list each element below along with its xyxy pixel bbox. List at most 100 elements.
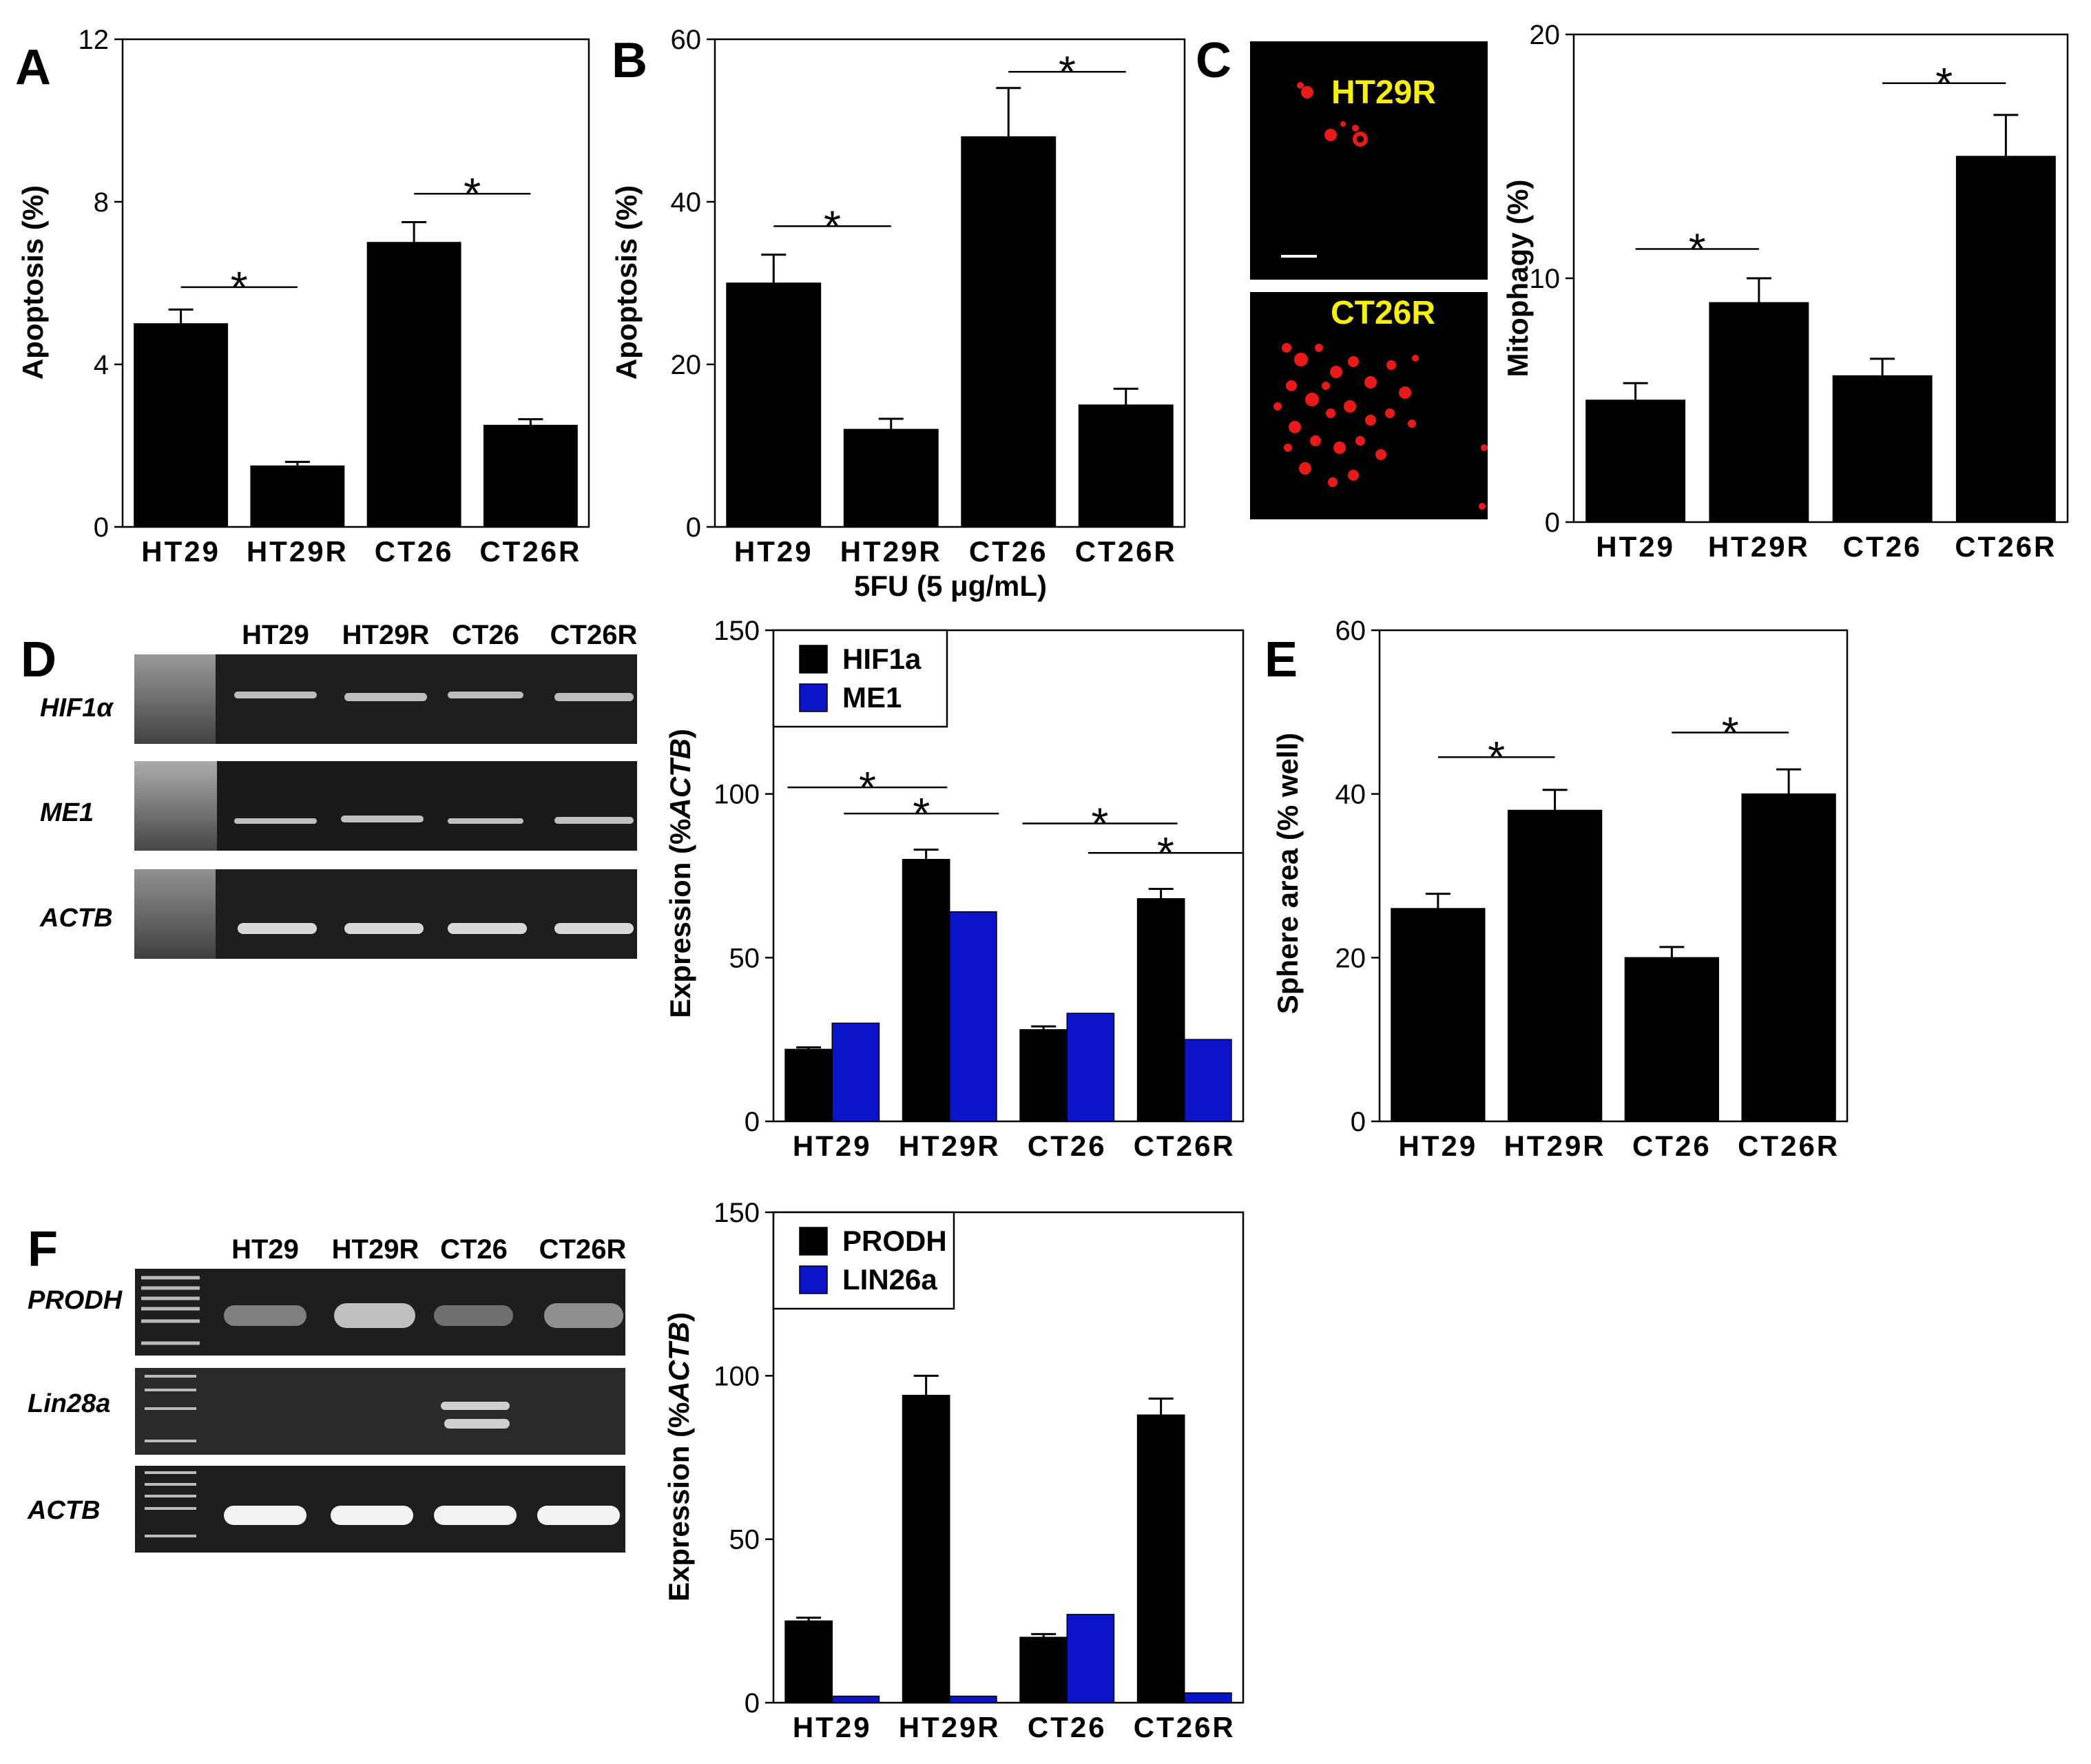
plot-frame xyxy=(121,38,590,528)
x-tick-label: CT26R xyxy=(1738,1130,1840,1162)
y-axis-label: Expression (%ACTB) xyxy=(663,1312,695,1601)
y-tick-label: 0 xyxy=(686,512,701,543)
significance-star: * xyxy=(1059,47,1076,96)
gel-f-lane-label: HT29R xyxy=(332,1234,419,1265)
legend-label: HIF1a xyxy=(842,643,922,675)
panel-letter-d: D xyxy=(21,632,56,687)
legend-swatch xyxy=(799,1265,828,1294)
gel-f-lane-labels: HT29 HT29R CT26 CT26R xyxy=(231,1234,626,1265)
bar xyxy=(843,428,939,528)
bar xyxy=(1019,1637,1068,1703)
panel-letter-e: E xyxy=(1265,632,1298,687)
y-tick-label: 12 xyxy=(79,25,110,55)
gel-d-strip-actb: ACTB xyxy=(39,869,637,959)
significance-star: * xyxy=(231,262,248,312)
gel-f-strip-actb: ACTB xyxy=(27,1466,625,1553)
y-tick-label: 20 xyxy=(671,350,702,380)
bar xyxy=(366,242,461,528)
plot-frame xyxy=(714,38,1186,528)
gel-f-strip-prodh: PRODH xyxy=(28,1269,625,1356)
bar xyxy=(1507,809,1603,1122)
plot-frame xyxy=(772,629,1245,1123)
plot-frame xyxy=(1378,629,1849,1123)
y-tick-label: 40 xyxy=(671,187,702,218)
bar xyxy=(483,424,578,528)
chart-b: 0 20 40 60 Apoptosis (%) HT29 HT29R CT26 CT26R 5F… xyxy=(610,25,1186,602)
significance-star: * xyxy=(464,169,481,218)
y-tick-label: 150 xyxy=(714,616,760,646)
significance-star: * xyxy=(913,789,930,838)
y-tick-label: 10 xyxy=(1530,264,1561,294)
bar xyxy=(1585,400,1686,523)
bar xyxy=(961,136,1057,528)
legend-swatch xyxy=(799,1227,828,1256)
x-tick-label: HT29 xyxy=(141,535,220,568)
gel-d: HT29 HT29R CT26 CT26R HIF1α ME1 ACTB xyxy=(39,620,637,959)
x-tick-label: CT26 xyxy=(1028,1711,1107,1743)
x-tick-label: HT29R xyxy=(899,1130,1001,1162)
x-tick-label: HT29 xyxy=(734,535,813,568)
y-axis-label-part: Expression (% xyxy=(663,1402,695,1601)
gel-d-row-label: HIF1α xyxy=(40,694,114,723)
gel-f-row-label: PRODH xyxy=(28,1286,123,1315)
y-tick-label: 50 xyxy=(729,1525,760,1555)
y-axis-label-part: ) xyxy=(663,1312,695,1322)
y-tick-label: 40 xyxy=(1335,780,1366,810)
gel-d-lane-labels: HT29 HT29R CT26 CT26R xyxy=(242,620,637,650)
significance-star: * xyxy=(1488,732,1505,782)
y-tick-label: 100 xyxy=(714,1361,760,1391)
bar xyxy=(1019,1029,1068,1122)
gel-d-lane-label: HT29R xyxy=(342,620,430,650)
bar xyxy=(949,911,997,1122)
significance-star: * xyxy=(824,201,841,251)
y-tick-label: 60 xyxy=(671,25,702,55)
gel-f-row-label: Lin28a xyxy=(28,1389,110,1418)
legend-label: LIN26a xyxy=(842,1263,937,1296)
x-tick-label: HT29R xyxy=(899,1711,1001,1743)
x-tick-label: HT29 xyxy=(793,1711,872,1743)
micrograph-label-top: HT29R xyxy=(1331,74,1436,111)
x-tick-label: HT29R xyxy=(247,535,348,568)
x-tick-label: HT29 xyxy=(793,1130,872,1162)
gel-f-lane-label: HT29 xyxy=(231,1234,299,1265)
gel-d-row-label: ME1 xyxy=(40,798,94,827)
bar xyxy=(1955,156,2056,523)
plot-frame xyxy=(772,1211,1245,1704)
chart-f: 0 50 100 150 Expression (%ACTB) HT29 HT29R CT26… xyxy=(663,1198,1245,1743)
x-tick-label: HT29R xyxy=(1708,530,1810,563)
x-tick-label: CT26R xyxy=(1075,535,1177,568)
bar xyxy=(134,323,229,528)
x-tick-label: HT29R xyxy=(840,535,942,568)
gel-d-strip-hif1a: HIF1α xyxy=(40,654,637,744)
x-tick-label: CT26 xyxy=(969,535,1048,568)
legend-swatch xyxy=(799,683,828,712)
charts-layer: 0 4 8 12 Apoptosis (%) HT29 HT29R CT26 CT26R * * 0 2… xyxy=(17,20,2069,1743)
bar xyxy=(1741,793,1836,1122)
y-tick-label: 20 xyxy=(1530,20,1561,50)
micrograph-top: HT29R xyxy=(1250,41,1488,280)
y-axis-label: Apoptosis (%) xyxy=(17,185,49,380)
y-axis-label: Apoptosis (%) xyxy=(610,185,643,380)
micrograph-bottom: CT26R xyxy=(1250,292,1488,519)
chart-d: 0 50 100 150 Expression (%ACTB) HT29 HT29R CT26… xyxy=(664,616,1245,1162)
bar xyxy=(831,1022,880,1122)
bar xyxy=(1136,898,1185,1122)
y-tick-label: 0 xyxy=(1545,508,1560,538)
bar xyxy=(1184,1039,1232,1122)
y-tick-label: 150 xyxy=(714,1198,760,1228)
y-tick-label: 8 xyxy=(94,187,109,218)
gel-d-row-label: ACTB xyxy=(39,904,113,933)
gel-f: HT29 HT29R CT26 CT26R PRODH Lin28a ACTB xyxy=(27,1234,626,1553)
gel-d-strip-me1: ME1 xyxy=(40,761,637,851)
x-tick-label: CT26 xyxy=(1028,1130,1107,1162)
panel-letter-a: A xyxy=(15,40,51,95)
y-axis-label-part: ) xyxy=(664,729,696,738)
bar xyxy=(1066,1013,1115,1122)
y-axis-label-part: ACTB xyxy=(664,738,696,820)
x-tick-label: HT29R xyxy=(1504,1130,1606,1162)
bar xyxy=(949,1695,997,1703)
gel-f-strip-lin28a: Lin28a xyxy=(28,1368,625,1455)
gel-f-lane-label: CT26R xyxy=(539,1234,627,1265)
panel-letter-b: B xyxy=(612,33,647,88)
